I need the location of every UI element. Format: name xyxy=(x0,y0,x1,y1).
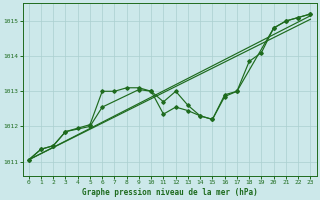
X-axis label: Graphe pression niveau de la mer (hPa): Graphe pression niveau de la mer (hPa) xyxy=(82,188,258,197)
